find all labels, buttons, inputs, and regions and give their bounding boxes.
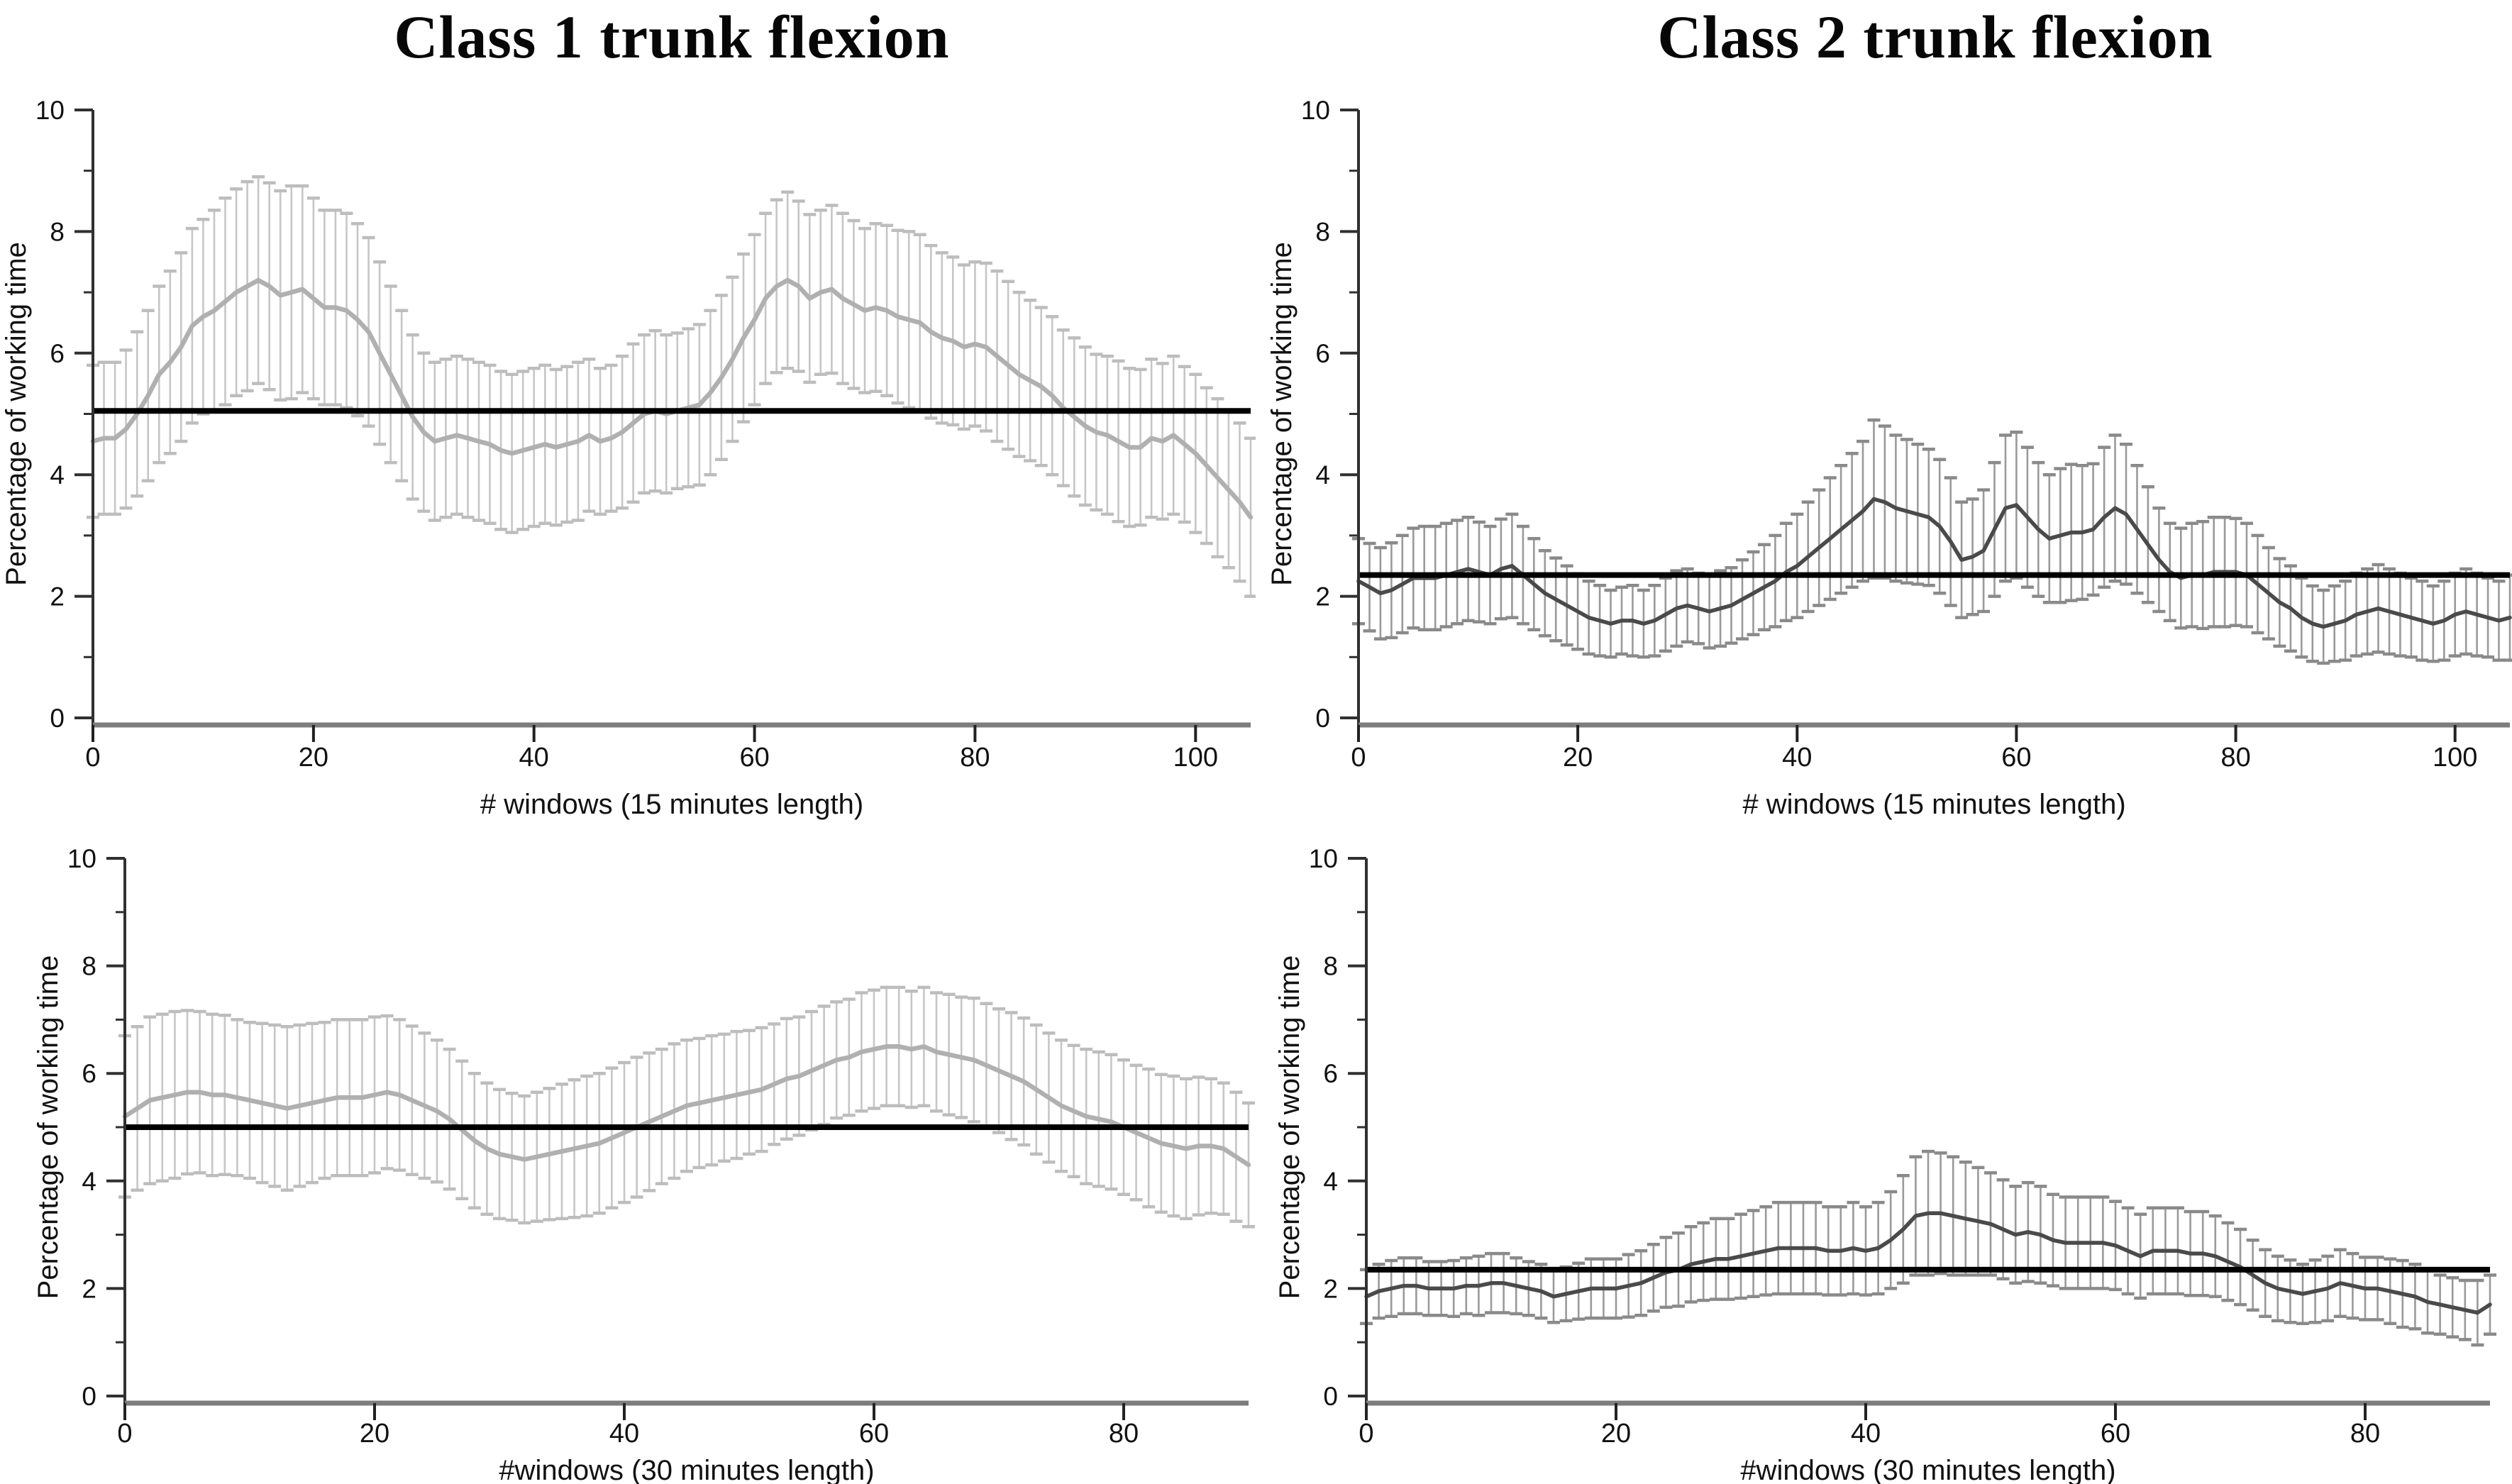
chart-class1-30min-plot: 0 2 4 6 8 10 0 20 40 60 80 #windows (30 minutes len… — [33, 844, 1255, 1484]
svg-text:10: 10 — [35, 96, 65, 125]
x-axis-label: #windows (30 minutes length) — [499, 1455, 874, 1484]
svg-text:6: 6 — [1323, 1059, 1338, 1088]
y-axis-label: Percentage of working time — [1, 242, 32, 586]
svg-text:4: 4 — [82, 1167, 96, 1196]
chart-title-class2: Class 2 trunk flexion — [1657, 3, 2213, 71]
error-bars — [1360, 1149, 2496, 1347]
svg-text:8: 8 — [1323, 952, 1338, 981]
svg-text:20: 20 — [360, 1419, 389, 1449]
svg-text:2: 2 — [82, 1274, 96, 1303]
svg-text:100: 100 — [2433, 743, 2477, 773]
mean-line — [90, 277, 1254, 520]
svg-text:80: 80 — [2220, 743, 2250, 773]
svg-text:0: 0 — [82, 1382, 96, 1411]
svg-text:8: 8 — [82, 952, 96, 981]
svg-text:100: 100 — [1173, 743, 1218, 773]
svg-text:60: 60 — [859, 1419, 889, 1449]
svg-text:2: 2 — [1323, 1274, 1338, 1303]
svg-text:2: 2 — [50, 582, 65, 611]
error-bars — [1352, 418, 2512, 665]
y-axis-label: Percentage of working time — [1266, 242, 1298, 586]
x-axis-label: #windows (30 minutes length) — [1740, 1455, 2115, 1484]
svg-text:60: 60 — [739, 743, 769, 773]
chart-title-class1: Class 1 trunk flexion — [394, 3, 950, 71]
panel-class2-15min: Class 2 trunk flexion 0 2 4 6 8 10 0 20 40 60 80 10… — [1256, 0, 2512, 823]
mean-line — [1356, 497, 2512, 629]
svg-text:6: 6 — [82, 1059, 96, 1088]
svg-text:80: 80 — [1109, 1419, 1139, 1449]
svg-text:6: 6 — [1315, 339, 1330, 368]
svg-text:20: 20 — [1563, 743, 1593, 773]
svg-text:10: 10 — [67, 844, 96, 873]
svg-text:4: 4 — [1323, 1167, 1338, 1196]
svg-text:4: 4 — [1315, 460, 1330, 489]
axes: 0 2 4 6 8 10 0 20 40 60 80 — [67, 844, 1249, 1449]
svg-text:0: 0 — [50, 704, 65, 733]
x-axis-label: # windows (15 minutes length) — [480, 789, 863, 820]
y-axis-label: Percentage of working time — [1274, 956, 1305, 1300]
svg-text:0: 0 — [85, 743, 100, 773]
svg-text:10: 10 — [1309, 844, 1338, 873]
svg-text:40: 40 — [1782, 743, 1812, 773]
svg-text:8: 8 — [1315, 217, 1330, 246]
svg-text:0: 0 — [117, 1419, 132, 1449]
svg-text:4: 4 — [50, 460, 65, 489]
mean-line — [1364, 1211, 2492, 1315]
svg-text:0: 0 — [1323, 1382, 1338, 1411]
svg-text:20: 20 — [1601, 1419, 1631, 1449]
svg-text:8: 8 — [50, 217, 65, 246]
panel-class2-30min: 0 2 4 6 8 10 0 20 40 60 80 #windows (30 minutes len… — [1256, 823, 2512, 1484]
svg-text:6: 6 — [50, 339, 65, 368]
panel-class1-30min: 0 2 4 6 8 10 0 20 40 60 80 #windows (30 minutes len… — [0, 823, 1256, 1484]
axes: 0 2 4 6 8 10 0 20 40 60 80 — [1309, 844, 2490, 1449]
mean-line — [122, 1044, 1251, 1168]
svg-text:40: 40 — [609, 1419, 639, 1449]
svg-text:40: 40 — [1851, 1419, 1881, 1449]
svg-text:20: 20 — [299, 743, 328, 773]
svg-text:2: 2 — [1315, 582, 1330, 611]
svg-text:80: 80 — [2350, 1419, 2380, 1449]
y-axis-label: Percentage of working time — [33, 956, 64, 1300]
svg-text:10: 10 — [1301, 96, 1330, 125]
error-bars — [87, 175, 1256, 598]
svg-text:60: 60 — [2001, 743, 2031, 773]
svg-text:60: 60 — [2101, 1419, 2130, 1449]
chart-class2-30min-plot: 0 2 4 6 8 10 0 20 40 60 80 #windows (30 minutes len… — [1274, 844, 2496, 1484]
svg-text:0: 0 — [1315, 704, 1330, 733]
svg-text:80: 80 — [960, 743, 990, 773]
svg-text:0: 0 — [1359, 1419, 1373, 1449]
svg-text:40: 40 — [519, 743, 549, 773]
svg-text:0: 0 — [1351, 743, 1366, 773]
panel-class1-15min: Class 1 trunk flexion 0 2 4 6 8 10 0 20 40 60 80 10… — [0, 0, 1256, 823]
x-axis-label: # windows (15 minutes length) — [1742, 789, 2125, 820]
